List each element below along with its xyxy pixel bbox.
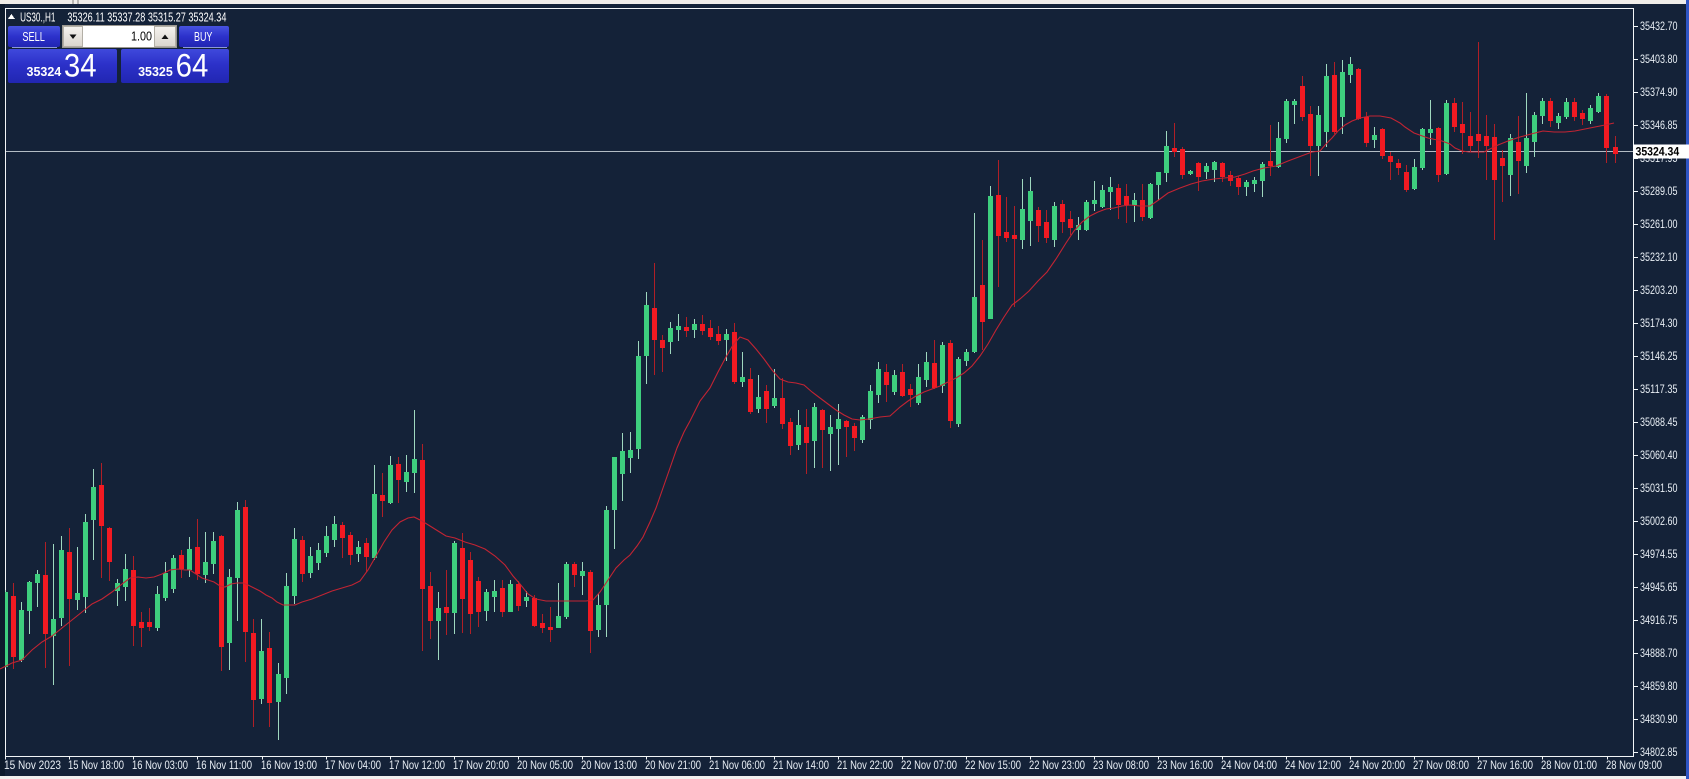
svg-text:64: 64 (176, 48, 209, 84)
svg-text:35261.00: 35261.00 (1640, 217, 1678, 231)
svg-text:34945.65: 34945.65 (1640, 580, 1678, 594)
svg-text:22 Nov 07:00: 22 Nov 07:00 (901, 758, 957, 772)
svg-text:34888.70: 34888.70 (1640, 646, 1678, 660)
svg-text:16 Nov 19:00: 16 Nov 19:00 (261, 758, 317, 772)
svg-text:34830.90: 34830.90 (1640, 712, 1678, 726)
svg-text:35088.45: 35088.45 (1640, 415, 1678, 429)
svg-text:21 Nov 22:00: 21 Nov 22:00 (837, 758, 893, 772)
svg-text:20 Nov 21:00: 20 Nov 21:00 (645, 758, 701, 772)
svg-text:34: 34 (64, 48, 97, 84)
svg-text:20 Nov 05:00: 20 Nov 05:00 (517, 758, 573, 772)
svg-text:35060.40: 35060.40 (1640, 448, 1678, 462)
svg-text:17 Nov 04:00: 17 Nov 04:00 (325, 758, 381, 772)
svg-text:28 Nov 01:00: 28 Nov 01:00 (1541, 758, 1597, 772)
svg-text:35324: 35324 (27, 64, 62, 79)
svg-text:35432.70: 35432.70 (1640, 19, 1678, 33)
svg-text:16 Nov 11:00: 16 Nov 11:00 (196, 758, 252, 772)
svg-text:BUY: BUY (194, 30, 213, 44)
svg-text:24 Nov 20:00: 24 Nov 20:00 (1349, 758, 1405, 772)
svg-text:35203.20: 35203.20 (1640, 283, 1678, 297)
svg-text:35146.25: 35146.25 (1640, 349, 1678, 363)
svg-text:20 Nov 13:00: 20 Nov 13:00 (581, 758, 637, 772)
svg-text:35374.90: 35374.90 (1640, 85, 1678, 99)
svg-text:23 Nov 08:00: 23 Nov 08:00 (1093, 758, 1149, 772)
svg-text:27 Nov 16:00: 27 Nov 16:00 (1477, 758, 1533, 772)
svg-text:34916.75: 34916.75 (1640, 613, 1678, 627)
svg-text:16 Nov 03:00: 16 Nov 03:00 (132, 758, 188, 772)
svg-text:22 Nov 23:00: 22 Nov 23:00 (1029, 758, 1085, 772)
svg-text:35326.11 35337.28 35315.27 353: 35326.11 35337.28 35315.27 35324.34 (67, 11, 226, 25)
svg-text:34802.85: 34802.85 (1640, 745, 1678, 759)
svg-text:24 Nov 04:00: 24 Nov 04:00 (1221, 758, 1277, 772)
svg-text:34859.80: 34859.80 (1640, 679, 1678, 693)
svg-text:28 Nov 09:00: 28 Nov 09:00 (1606, 758, 1662, 772)
svg-text:15 Nov 18:00: 15 Nov 18:00 (68, 758, 124, 772)
svg-text:35346.85: 35346.85 (1640, 118, 1678, 132)
svg-text:15 Nov 2023: 15 Nov 2023 (4, 758, 61, 772)
svg-text:27 Nov 08:00: 27 Nov 08:00 (1413, 758, 1469, 772)
svg-text:35031.50: 35031.50 (1640, 481, 1678, 495)
svg-text:23 Nov 16:00: 23 Nov 16:00 (1157, 758, 1213, 772)
svg-text:US30.,H1: US30.,H1 (20, 11, 55, 25)
svg-text:1.00: 1.00 (131, 30, 152, 44)
svg-text:34974.55: 34974.55 (1640, 547, 1678, 561)
svg-text:22 Nov 15:00: 22 Nov 15:00 (965, 758, 1021, 772)
svg-text:35232.10: 35232.10 (1640, 250, 1678, 264)
svg-text:24 Nov 12:00: 24 Nov 12:00 (1285, 758, 1341, 772)
svg-text:35325: 35325 (138, 64, 173, 79)
svg-text:17 Nov 12:00: 17 Nov 12:00 (389, 758, 445, 772)
svg-text:35002.60: 35002.60 (1640, 514, 1678, 528)
svg-text:21 Nov 06:00: 21 Nov 06:00 (709, 758, 765, 772)
svg-text:35174.30: 35174.30 (1640, 316, 1678, 330)
svg-text:35117.35: 35117.35 (1640, 382, 1678, 396)
svg-text:21 Nov 14:00: 21 Nov 14:00 (773, 758, 829, 772)
svg-text:17 Nov 20:00: 17 Nov 20:00 (453, 758, 509, 772)
svg-text:SELL: SELL (22, 30, 45, 44)
svg-text:35324.34: 35324.34 (1636, 145, 1680, 159)
svg-text:35403.80: 35403.80 (1640, 52, 1678, 66)
svg-text:35289.05: 35289.05 (1640, 184, 1678, 198)
